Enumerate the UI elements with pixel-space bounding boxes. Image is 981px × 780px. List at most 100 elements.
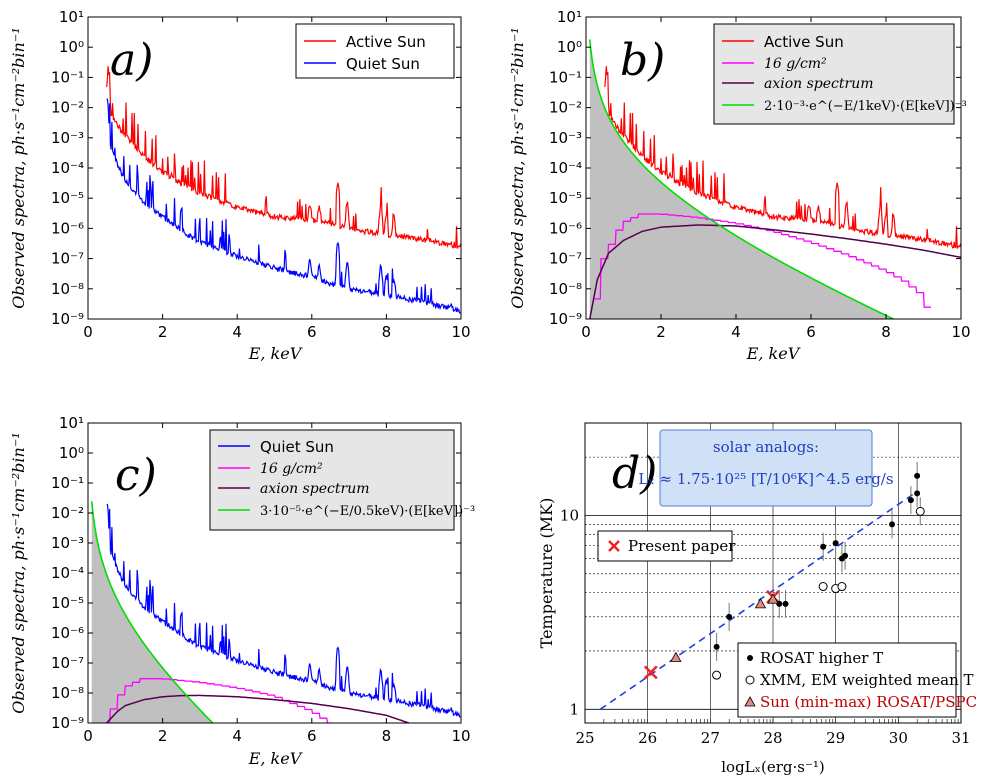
panel-c-plot (90, 501, 461, 723)
y-tick-label: 10⁻⁴ (51, 159, 84, 177)
xmm-point (837, 582, 847, 592)
x-tick-label: 10 (451, 323, 470, 341)
y-tick-label: 10⁻¹ (51, 68, 84, 86)
panel-c-ticks: 0 2 4 6 8 10 10¹ 10⁰ 10⁻¹ 10⁻² 10⁻³ 10⁻⁴ 10⁻⁵ 10⁻⁶ 10⁻… (51, 414, 471, 745)
legend-present-paper: Present paper (628, 537, 736, 555)
y-tick-label: 10⁻² (51, 99, 84, 117)
panel-c-quiet-sun-line (106, 503, 461, 718)
legend-b-model: 2·10⁻³·e^(−E/1keV)·(E[keV])⁻³ (764, 99, 967, 114)
panel-a-ticks: 0 2 4 6 8 10 10¹ 10⁰ 10⁻¹ 10⁻² 10⁻³ 10⁻⁴ 10⁻⁵ 10⁻⁶ 10⁻… (51, 8, 471, 341)
y-tick-label: 10⁻⁷ (51, 654, 84, 672)
panel-d-ticks: 25 26 27 28 29 30 31 1 10 (560, 506, 971, 747)
y-tick-label: 10⁻³ (549, 129, 582, 147)
x-tick-label: 6 (307, 323, 317, 341)
x-tick-label: 4 (232, 323, 242, 341)
x-tick-label: 10 (451, 727, 470, 745)
x-tick-label: 30 (889, 729, 908, 747)
rosat-point (832, 540, 839, 547)
y-tick-label: 10⁻¹ (51, 474, 84, 492)
x-tick-label: 10 (951, 323, 970, 341)
legend-sun-marker (744, 696, 756, 707)
y-tick-label: 10⁰ (59, 38, 84, 56)
panel-d: 25 26 27 28 29 30 31 1 10 d) solar analogs: Lₓ ≈… (537, 422, 977, 776)
legend-present-marker (608, 540, 620, 552)
y-tick-label: 10¹ (59, 414, 84, 432)
y-tick-label: 10⁻⁵ (51, 594, 84, 612)
panel-a-label: a) (110, 35, 153, 86)
legend-rosat-marker (747, 655, 753, 661)
panel-b-axion-line (589, 224, 961, 319)
legend-b-axion: axion spectrum (764, 76, 874, 92)
x-tick-label: 8 (881, 323, 891, 341)
legend-c-model: 3·10⁻⁵·e^(−E/0.5keV)·(E[keV])⁻³ (260, 504, 475, 519)
sun-point (754, 598, 767, 609)
y-tick-label: 10⁻¹ (549, 68, 582, 86)
y-tick-label: 10¹ (59, 8, 84, 26)
y-tick-label: 10¹ (557, 8, 582, 26)
panel-b-label: b) (620, 35, 665, 86)
panel-d-label: d) (612, 448, 657, 499)
y-tick-label: 10⁻⁴ (549, 159, 582, 177)
panel-b-model-line (589, 39, 896, 319)
rosat-point (820, 543, 827, 550)
y-tick-label: 10⁻⁵ (549, 189, 582, 207)
panel-d-annotation: solar analogs: Lₓ ≈ 1.75·10²⁵ [T/10⁶K]^4… (638, 429, 894, 507)
y-tick-label: 10⁻⁸ (51, 280, 84, 298)
x-tick-label: 2 (158, 323, 168, 341)
panel-d-points (643, 461, 925, 680)
xmm-point (712, 670, 722, 680)
y-tick-label: 10⁻⁹ (549, 310, 582, 328)
legend-sun: Sun (min-max) ROSAT/PSPC (760, 693, 977, 711)
y-tick-label: 1 (569, 700, 579, 718)
y-tick-label: 10⁻⁹ (51, 310, 84, 328)
present-paper-point (643, 665, 658, 680)
x-tick-label: 2 (158, 727, 168, 745)
legend-xmm: XMM, EM weighted mean T (760, 671, 974, 689)
panel-c-xlabel: E, keV (248, 749, 303, 768)
rosat-point (713, 643, 720, 650)
sun-point (670, 651, 682, 662)
legend-xmm-marker (745, 675, 755, 685)
y-tick-label: 10⁻⁷ (51, 250, 84, 268)
y-tick-label: 10⁰ (59, 444, 84, 462)
legend-b-active-sun: Active Sun (764, 33, 844, 51)
x-tick-label: 6 (307, 727, 317, 745)
x-tick-label: 26 (638, 729, 657, 747)
y-tick-label: 10⁻² (549, 99, 582, 117)
panel-c-model-line (90, 501, 214, 723)
y-tick-label: 10⁻³ (51, 129, 84, 147)
y-tick-label: 10⁻⁵ (51, 189, 84, 207)
panel-b-active-sun-line (604, 66, 961, 249)
xmm-point (818, 582, 828, 592)
legend-quiet-sun: Quiet Sun (346, 55, 420, 73)
rosat-point (914, 472, 921, 479)
legend-active-sun: Active Sun (346, 33, 426, 51)
x-tick-label: 2 (656, 323, 666, 341)
rosat-point (914, 490, 921, 497)
x-tick-label: 0 (581, 323, 591, 341)
panel-c-absorber-line (106, 678, 331, 723)
rosat-point (842, 552, 849, 559)
panel-a-quiet-sun-line (106, 98, 461, 314)
panel-c-ylabel: Observed spectra, ph·s⁻¹cm⁻²bin⁻¹ (9, 432, 28, 713)
x-tick-label: 8 (382, 727, 392, 745)
y-tick-label: 10⁻² (51, 504, 84, 522)
y-tick-label: 10⁻⁶ (51, 219, 84, 237)
legend-rosat: ROSAT higher T (760, 649, 883, 667)
y-tick-label: 10⁻⁸ (51, 684, 84, 702)
panel-b: 0 2 4 6 8 10 10¹ 10⁰ 10⁻¹ 10⁻² 10⁻³ 10⁻⁴ 10⁻⁵ 10⁻⁶ 10⁻… (508, 8, 971, 363)
panel-b-legend: Active Sun 16 g/cm² axion spectrum 2·10⁻… (713, 23, 967, 125)
panel-a-ylabel: Observed spectra, ph·s⁻¹cm⁻²bin⁻¹ (9, 27, 28, 308)
y-tick-label: 10⁻⁴ (51, 564, 84, 582)
y-tick-label: 10⁻⁶ (549, 219, 582, 237)
annotation-formula: Lₓ ≈ 1.75·10²⁵ [T/10⁶K]^4.5 erg/s (638, 470, 893, 488)
rosat-point (726, 613, 733, 620)
y-tick-label: 10⁻⁷ (549, 250, 582, 268)
x-tick-label: 28 (763, 729, 782, 747)
y-tick-label: 10⁻⁸ (549, 280, 582, 298)
panel-d-ylabel: Temperature (MK) (537, 498, 556, 649)
legend-c-16g: 16 g/cm² (260, 461, 323, 477)
x-tick-label: 31 (951, 729, 970, 747)
panel-b-model-fill (589, 39, 961, 319)
x-tick-label: 8 (382, 323, 392, 341)
